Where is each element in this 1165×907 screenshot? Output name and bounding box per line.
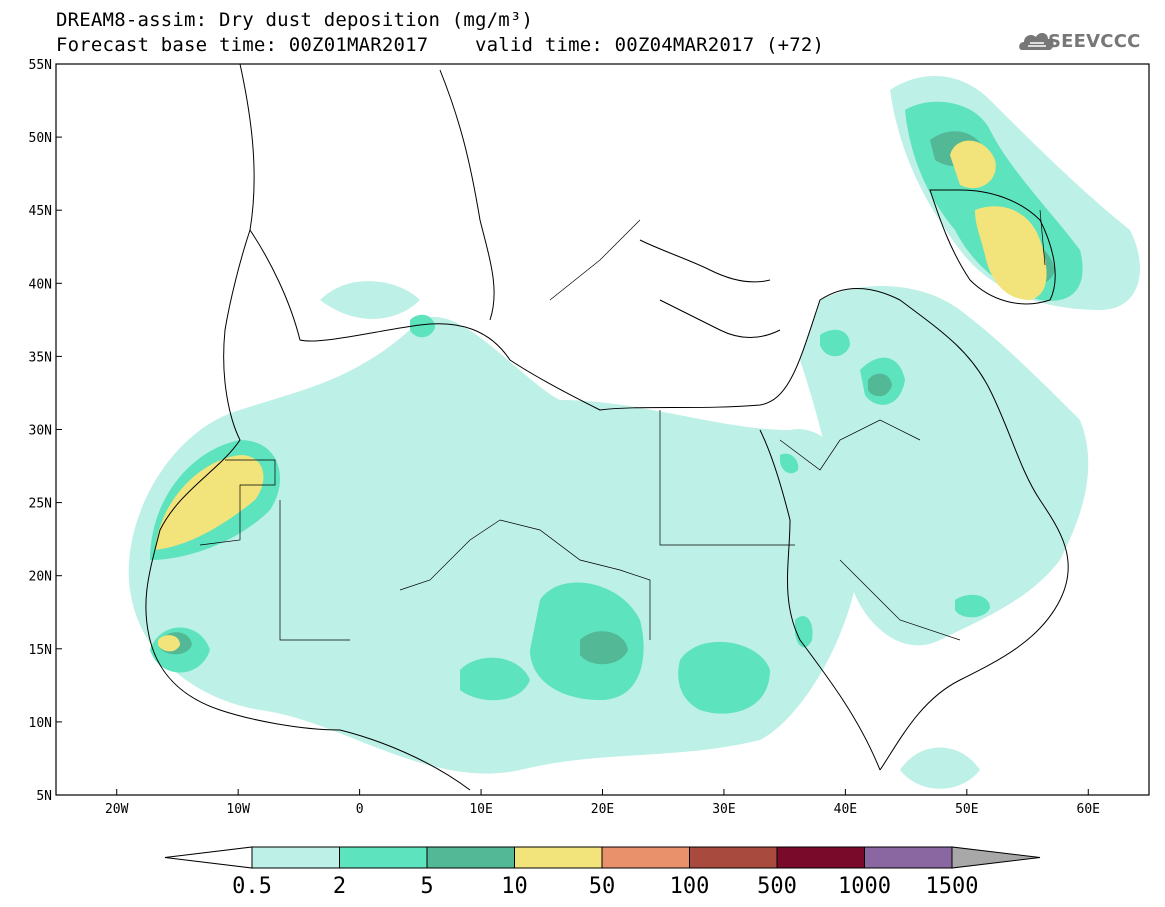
colorbar-label: 100 [670, 874, 710, 899]
colorbar-label: 50 [589, 874, 616, 899]
lon-tick-label: 50E [955, 802, 978, 817]
lat-tick-label: 40N [29, 277, 52, 292]
latitude-axis: 55N 50N 45N 40N 35N 30N 25N 20N 15N 10N 5N [29, 58, 62, 804]
cloud-logo-icon [1019, 33, 1054, 50]
lat-tick-label: 45N [29, 204, 52, 219]
lon-tick-label: 30E [712, 802, 735, 817]
colorbar-swatch [514, 846, 603, 869]
colorbar-swatch [601, 846, 690, 869]
coastlines [56, 64, 1069, 791]
colorbar-label: 500 [757, 874, 797, 899]
lon-tick-label: 20W [105, 802, 129, 817]
colorbar-min-arrow [164, 846, 253, 869]
colorbar-label: 10 [501, 874, 528, 899]
lat-tick-label: 5N [36, 789, 52, 804]
colorbar-swatch [776, 846, 865, 869]
lon-tick-label: 60E [1077, 802, 1100, 817]
lon-tick-label: 40E [834, 802, 857, 817]
lon-tick-label: 20E [591, 802, 614, 817]
colorbar-swatch [426, 846, 515, 869]
colorbar-swatch [689, 846, 778, 869]
lat-tick-label: 25N [29, 497, 52, 512]
dust-deposition-field [128, 76, 1140, 789]
colorbar-label: 1000 [838, 874, 891, 899]
lat-tick-label: 50N [29, 131, 52, 146]
colorbar-max-arrow [951, 846, 1041, 869]
longitude-axis: 20W 10W 0 10E 20E 30E 40E 50E 60E [105, 789, 1100, 817]
lat-tick-label: 20N [29, 570, 52, 585]
lat-tick-label: 10N [29, 716, 52, 731]
borders [199, 209, 1046, 641]
colorbar-label: 2 [333, 874, 346, 899]
colorbar-label: 5 [420, 874, 433, 899]
colorbar-swatch [339, 846, 428, 869]
lon-tick-label: 10E [469, 802, 492, 817]
colorbar-swatch [251, 846, 340, 869]
map-title: DREAM8-assim: Dry dust deposition (mg/m³… [56, 9, 534, 31]
lat-tick-label: 55N [29, 58, 52, 73]
lat-tick-label: 15N [29, 643, 52, 658]
lon-tick-label: 0 [356, 802, 364, 817]
colorbar-label: 0.5 [232, 874, 272, 899]
colorbar-swatch [864, 846, 953, 869]
colorbar-label: 1500 [926, 874, 979, 899]
colorbar: 0.5 2 5 10 50 100 500 1000 1500 [164, 846, 1041, 899]
logo-text: SEEVCCC [1048, 31, 1141, 52]
lon-tick-label: 10W [226, 802, 250, 817]
lat-tick-label: 35N [29, 350, 52, 365]
lat-tick-label: 30N [29, 424, 52, 439]
forecast-times: Forecast base time: 00Z01MAR2017 valid t… [56, 34, 825, 56]
